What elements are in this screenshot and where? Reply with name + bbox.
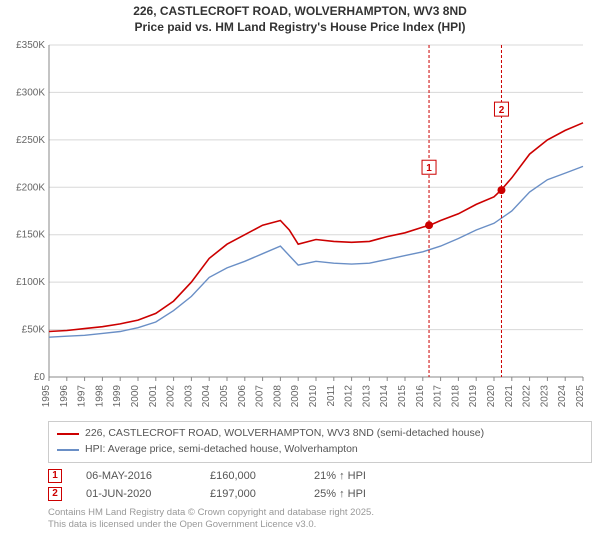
svg-text:2019: 2019 xyxy=(468,385,479,408)
svg-text:2023: 2023 xyxy=(539,385,550,408)
event-price-1: £160,000 xyxy=(210,470,290,482)
events-list: 1 06-MAY-2016 £160,000 21% ↑ HPI 2 01-JU… xyxy=(48,467,592,503)
svg-text:1995: 1995 xyxy=(41,385,52,408)
event-row-1: 1 06-MAY-2016 £160,000 21% ↑ HPI xyxy=(48,467,592,485)
svg-text:2009: 2009 xyxy=(290,385,301,408)
legend-label-1: 226, CASTLECROFT ROAD, WOLVERHAMPTON, WV… xyxy=(85,426,484,442)
copyright: Contains HM Land Registry data © Crown c… xyxy=(48,507,592,532)
svg-text:£50K: £50K xyxy=(22,325,46,336)
event-change-1: 21% ↑ HPI xyxy=(314,470,366,482)
svg-text:2022: 2022 xyxy=(522,385,533,408)
svg-text:2025: 2025 xyxy=(575,385,586,408)
svg-text:2004: 2004 xyxy=(201,385,212,408)
event-change-2: 25% ↑ HPI xyxy=(314,488,366,500)
svg-text:2: 2 xyxy=(499,105,505,116)
event-row-2: 2 01-JUN-2020 £197,000 25% ↑ HPI xyxy=(48,485,592,503)
svg-text:2018: 2018 xyxy=(450,385,461,408)
event-date-1: 06-MAY-2016 xyxy=(86,470,186,482)
legend-swatch-1 xyxy=(57,433,79,435)
event-marker-1: 1 xyxy=(48,469,62,483)
svg-text:1998: 1998 xyxy=(94,385,105,408)
copyright-line-2: This data is licensed under the Open Gov… xyxy=(48,519,592,531)
svg-text:1999: 1999 xyxy=(112,385,123,408)
event-date-2: 01-JUN-2020 xyxy=(86,488,186,500)
legend-row-1: 226, CASTLECROFT ROAD, WOLVERHAMPTON, WV… xyxy=(57,426,583,442)
svg-text:£300K: £300K xyxy=(16,88,45,99)
svg-text:2020: 2020 xyxy=(486,385,497,408)
svg-text:2010: 2010 xyxy=(308,385,319,408)
svg-text:2006: 2006 xyxy=(237,385,248,408)
svg-text:2007: 2007 xyxy=(255,385,266,408)
title-line-2: Price paid vs. HM Land Registry's House … xyxy=(0,20,600,36)
chart-container: 226, CASTLECROFT ROAD, WOLVERHAMPTON, WV… xyxy=(0,0,600,560)
legend-label-2: HPI: Average price, semi-detached house,… xyxy=(85,442,358,458)
svg-text:2005: 2005 xyxy=(219,385,230,408)
svg-text:2012: 2012 xyxy=(344,385,355,408)
title-line-1: 226, CASTLECROFT ROAD, WOLVERHAMPTON, WV… xyxy=(0,4,600,20)
svg-text:2002: 2002 xyxy=(166,385,177,408)
svg-text:£350K: £350K xyxy=(16,40,45,51)
svg-text:1997: 1997 xyxy=(77,385,88,408)
legend-row-2: HPI: Average price, semi-detached house,… xyxy=(57,442,583,458)
svg-text:1996: 1996 xyxy=(59,385,70,408)
line-chart-svg: £0 £50K £100K £150K £200K £250K £300K £350K 1995… xyxy=(5,37,595,417)
svg-text:2000: 2000 xyxy=(130,385,141,408)
svg-text:£250K: £250K xyxy=(16,135,45,146)
svg-text:2008: 2008 xyxy=(272,385,283,408)
svg-text:1: 1 xyxy=(426,163,432,174)
legend-swatch-2 xyxy=(57,449,79,451)
svg-text:£200K: £200K xyxy=(16,182,45,193)
svg-text:£0: £0 xyxy=(34,372,46,383)
legend: 226, CASTLECROFT ROAD, WOLVERHAMPTON, WV… xyxy=(48,421,592,463)
svg-text:2017: 2017 xyxy=(433,385,444,408)
svg-text:2016: 2016 xyxy=(415,385,426,408)
svg-text:£100K: £100K xyxy=(16,277,45,288)
svg-text:2024: 2024 xyxy=(557,385,568,408)
svg-text:2015: 2015 xyxy=(397,385,408,408)
copyright-line-1: Contains HM Land Registry data © Crown c… xyxy=(48,507,592,519)
event-marker-2: 2 xyxy=(48,487,62,501)
svg-text:2011: 2011 xyxy=(326,385,337,407)
title-block: 226, CASTLECROFT ROAD, WOLVERHAMPTON, WV… xyxy=(0,0,600,37)
svg-text:2003: 2003 xyxy=(183,385,194,408)
event-price-2: £197,000 xyxy=(210,488,290,500)
svg-text:2014: 2014 xyxy=(379,385,390,408)
svg-text:2001: 2001 xyxy=(148,385,159,408)
svg-text:£150K: £150K xyxy=(16,230,45,241)
chart-area: £0 £50K £100K £150K £200K £250K £300K £350K 1995… xyxy=(5,37,595,417)
svg-text:2013: 2013 xyxy=(361,385,372,408)
svg-text:2021: 2021 xyxy=(504,385,515,408)
